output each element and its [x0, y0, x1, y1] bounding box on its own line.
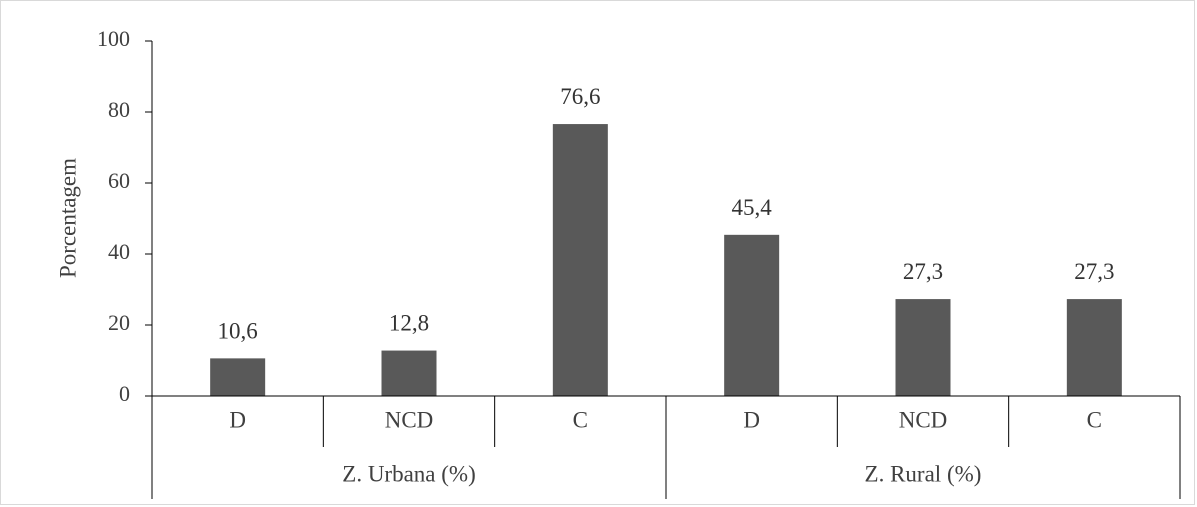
x-group-label: Z. Urbana (%) [342, 461, 475, 486]
data-label: 76,6 [560, 84, 600, 109]
data-labels: 10,6 12,8 76,6 45,4 27,3 27,3 [218, 84, 1115, 343]
data-label: 10,6 [218, 318, 258, 343]
y-tick-label: 60 [108, 168, 130, 193]
x-group-label: Z. Rural (%) [865, 461, 982, 486]
y-tick-label: 80 [108, 97, 130, 122]
data-label: 27,3 [1074, 259, 1114, 284]
x-category-label: NCD [385, 407, 434, 432]
x-axis: D NCD C D NCD C Z. Urbana (%) Z. Rural (%) [151, 395, 1181, 499]
bar [552, 124, 608, 396]
x-category-label: D [743, 407, 760, 432]
y-axis-ticks: 0 20 40 60 80 100 [97, 26, 153, 406]
x-category-label: C [573, 407, 588, 432]
bar [1066, 299, 1122, 396]
y-tick-label: 100 [97, 26, 130, 51]
y-axis-label: Porcentagem [55, 158, 80, 278]
data-label: 27,3 [903, 259, 943, 284]
y-tick-label: 20 [108, 310, 130, 335]
data-label: 12,8 [389, 311, 429, 336]
x-category-label: NCD [899, 407, 948, 432]
bar [210, 358, 266, 396]
y-tick-label: 0 [119, 381, 130, 406]
y-tick-label: 40 [108, 239, 130, 264]
bar [381, 350, 437, 396]
bar [724, 234, 780, 396]
x-category-label: D [229, 407, 246, 432]
x-category-label: C [1087, 407, 1102, 432]
bars [210, 124, 1122, 396]
bar [895, 299, 951, 396]
data-label: 45,4 [732, 195, 773, 220]
